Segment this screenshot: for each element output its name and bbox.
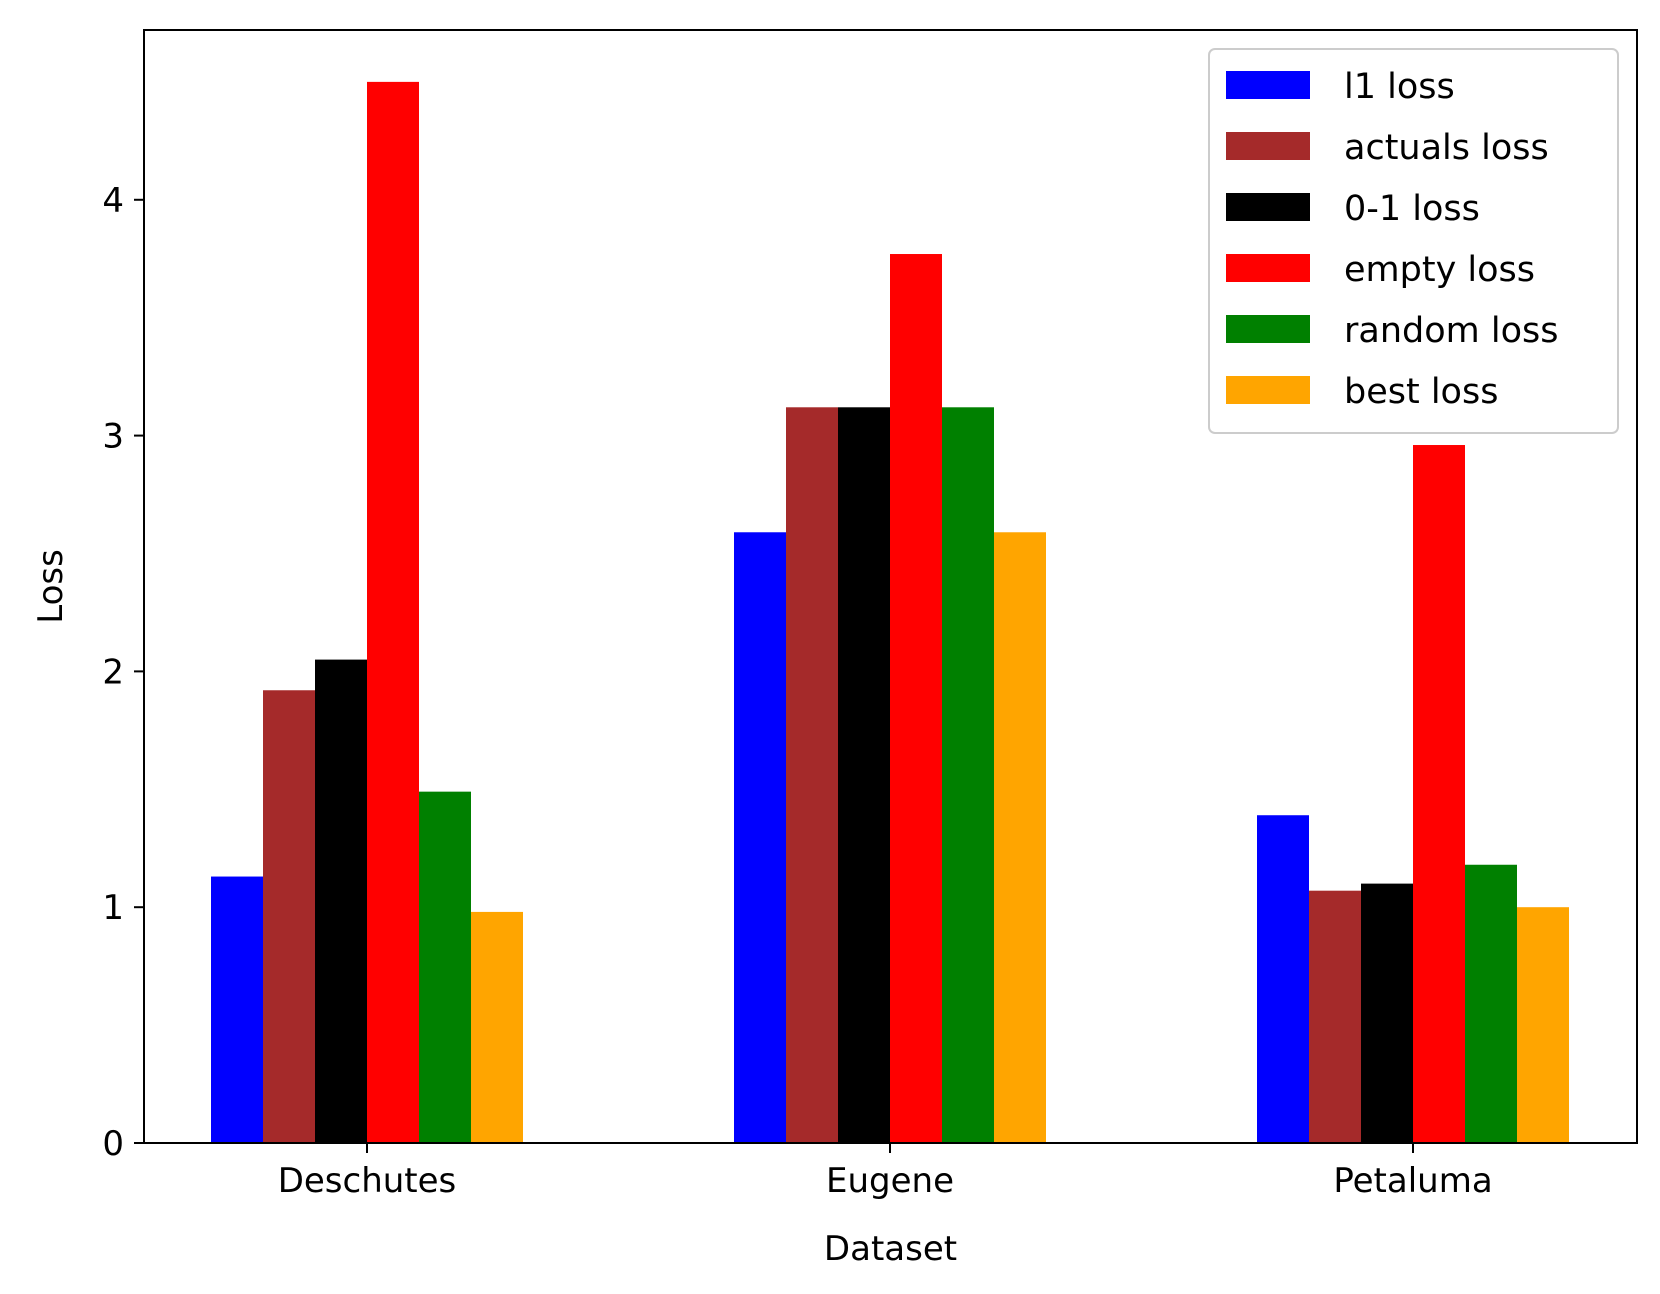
legend-label: 0-1 loss [1344, 189, 1480, 229]
bar-random-loss-petaluma [1465, 864, 1517, 1143]
x-axis-ticks: Deschutes Eugene Petaluma [278, 1143, 1493, 1201]
bar-l1-loss-petaluma [1257, 815, 1309, 1143]
bar-0-1-loss-eugene [838, 407, 890, 1143]
legend-swatch [1226, 376, 1310, 404]
bar-best-loss-deschutes [471, 911, 523, 1143]
legend-label: empty loss [1344, 250, 1535, 290]
bar-l1-loss-eugene [734, 532, 786, 1143]
legend-label: random loss [1344, 311, 1558, 351]
bar-empty-loss-eugene [890, 254, 942, 1143]
y-tick-label: 3 [102, 417, 124, 457]
bar-l1-loss-deschutes [211, 876, 263, 1143]
y-tick-label: 0 [102, 1124, 124, 1164]
y-tick-label: 2 [102, 652, 124, 692]
bar-random-loss-deschutes [419, 791, 471, 1143]
bar-best-loss-eugene [994, 532, 1046, 1143]
legend-label: best loss [1344, 372, 1498, 412]
bar-actuals-loss-eugene [786, 407, 838, 1143]
x-axis-label: Dataset [824, 1229, 957, 1269]
legend-swatch [1226, 254, 1310, 282]
legend-box [1208, 48, 1619, 434]
bar-actuals-loss-petaluma [1309, 890, 1361, 1143]
legend-swatch [1226, 132, 1310, 160]
bar-empty-loss-deschutes [367, 81, 419, 1144]
y-tick-label: 1 [102, 888, 124, 928]
y-axis-label: Loss [31, 549, 71, 624]
bar-0-1-loss-deschutes [315, 659, 367, 1143]
bar-random-loss-eugene [942, 407, 994, 1143]
legend-swatch [1226, 193, 1310, 221]
bar-empty-loss-petaluma [1413, 445, 1465, 1143]
legend-swatch [1226, 315, 1310, 343]
x-tick-label: Petaluma [1333, 1161, 1492, 1201]
legend: l1 loss actuals loss 0-1 loss empty loss ran… [1208, 48, 1619, 434]
y-tick-label: 4 [102, 181, 124, 221]
x-tick-label: Eugene [826, 1161, 954, 1201]
y-axis-ticks: 0 1 2 3 4 [102, 181, 144, 1164]
bar-0-1-loss-petaluma [1361, 883, 1413, 1143]
bar-actuals-loss-deschutes [263, 690, 315, 1143]
legend-label: l1 loss [1344, 67, 1455, 107]
bar-best-loss-petaluma [1517, 907, 1569, 1143]
legend-swatch [1226, 71, 1310, 99]
legend-label: actuals loss [1344, 128, 1549, 168]
x-tick-label: Deschutes [278, 1161, 457, 1201]
bars-layer [211, 81, 1569, 1144]
